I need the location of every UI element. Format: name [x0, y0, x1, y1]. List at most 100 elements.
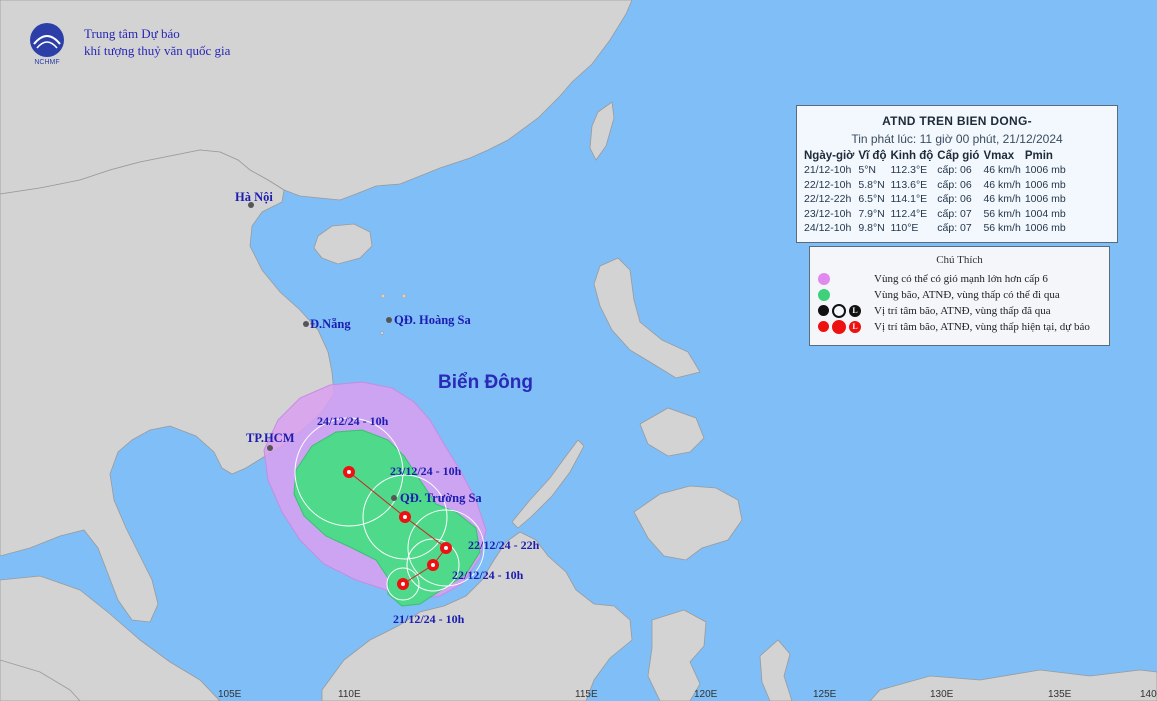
lon-label: 125E: [813, 689, 837, 700]
cell: 46 km/h: [983, 193, 1021, 205]
cell: 114.1°E: [890, 193, 928, 205]
cell: 5°N: [858, 164, 876, 176]
col-header: Cấp gió: [937, 150, 980, 162]
col-header: Vĩ độ: [858, 150, 887, 162]
legend-text: Vùng bão, ATNĐ, vùng thấp có thể đi qua: [874, 288, 1060, 301]
info-title: ATND TREN BIEN DONG-: [882, 114, 1032, 128]
forecast-storm-icon: [818, 321, 829, 332]
lon-label: 140E: [1140, 689, 1157, 700]
cell: 56 km/h: [983, 222, 1021, 234]
land-halmahera: [759, 639, 793, 701]
purple-dot-icon: [818, 272, 830, 285]
forecast-info-box: ATND TREN BIEN DONG- Tin phát lúc: 11 gi…: [796, 105, 1118, 243]
cell: 112.3°E: [890, 164, 928, 176]
track-label-21: 21/12/24 - 10h: [393, 612, 465, 626]
cell: 56 km/h: [983, 207, 1021, 220]
past-low-icon: L: [849, 304, 861, 317]
lon-label: 130E: [930, 689, 954, 700]
lon-label: 105E: [218, 689, 242, 700]
label-hanoi: Hà Nội: [235, 190, 273, 204]
cell: 6.5°N: [858, 193, 885, 205]
label-hoangsa: QĐ. Hoàng Sa: [394, 313, 471, 327]
lon-label: 135E: [1048, 689, 1072, 700]
legend-item-forecast: L Vị trí tâm bão, ATNĐ, vùng thấp hiện t…: [818, 319, 1090, 334]
cell: cấp: 07: [937, 207, 972, 220]
green-dot-icon: [818, 288, 830, 301]
col-header: Vmax: [983, 150, 1015, 162]
lon-label: 115E: [575, 689, 598, 700]
label-hcm: TP.HCM: [246, 431, 295, 445]
svg-text:NCHMF: NCHMF: [34, 59, 59, 66]
cell: 22/12-22h: [804, 193, 852, 205]
legend-title: Chú Thích: [936, 254, 983, 266]
lon-label: 110E: [338, 689, 361, 700]
cell: 7.9°N: [858, 207, 885, 220]
label-sea: Biển Đông: [438, 372, 533, 393]
nchmf-logo-icon: NCHMF: [30, 23, 64, 66]
legend-text: Vùng có thể có gió mạnh lớn hơn cấp 6: [874, 272, 1048, 285]
cell: 46 km/h: [983, 178, 1021, 191]
col-header: Ngày-giờ: [804, 150, 855, 162]
cell: 1004 mb: [1024, 207, 1066, 220]
table-row: 22/12-10h 5.8°N 113.6°E cấp: 06 46 km/h …: [804, 178, 1070, 193]
land-sulawesi: [647, 609, 707, 701]
past-storm-icon: [818, 305, 829, 316]
lon-label: 120E: [694, 689, 718, 700]
cell: 1006 mb: [1024, 178, 1066, 191]
cell: cấp: 06: [937, 193, 972, 205]
table-row: 21/12-10h 5°N 112.3°E cấp: 06 46 km/h 10…: [804, 163, 1070, 178]
cell: 113.6°E: [890, 178, 928, 191]
land-mindanao: [633, 485, 743, 561]
forecast-depression-icon: [832, 319, 846, 334]
cell: cấp: 06: [937, 164, 972, 176]
cell: cấp: 07: [937, 222, 972, 234]
past-depression-icon: [832, 303, 846, 318]
land-new-guinea: [869, 669, 1157, 701]
legend-item-past: L Vị trí tâm bão, ATNĐ, vùng thấp đã qua: [818, 303, 1051, 318]
land-palawan: [511, 439, 585, 529]
legend-text: Vị trí tâm bão, ATNĐ, vùng thấp hiện tại…: [874, 320, 1090, 333]
land-taiwan: [589, 101, 615, 161]
forecast-low-icon: L: [849, 320, 861, 333]
legend-item-zone: Vùng bão, ATNĐ, vùng thấp có thể đi qua: [818, 287, 1060, 302]
track-label-22-10h: 22/12/24 - 10h: [452, 568, 524, 582]
cell: 22/12-10h: [804, 178, 852, 191]
track-label-23: 23/12/24 - 10h: [390, 464, 462, 478]
table-row: 22/12-22h 6.5°N 114.1°E cấp: 06 46 km/h …: [804, 192, 1070, 207]
label-truongsa: QĐ. Trường Sa: [400, 491, 482, 505]
land-hainan: [313, 223, 373, 265]
agency-name-line1: Trung tâm Dự báo: [84, 26, 180, 41]
forecast-table: Ngày-giờ Vĩ độ Kinh độ Cấp gió Vmax Pmin…: [804, 150, 1070, 236]
storm-centers: [343, 466, 452, 590]
land-visayas: [639, 407, 705, 457]
cell: 9.8°N: [858, 222, 885, 234]
agency-name-line2: khí tượng thuỷ văn quốc gia: [84, 43, 231, 58]
land-borneo: [321, 531, 633, 701]
land-sumatra: [0, 659, 81, 701]
table-row: 23/12-10h 7.9°N 112.4°E cấp: 07 56 km/h …: [804, 207, 1070, 222]
legend-item-wind: Vùng có thể có gió mạnh lớn hơn cấp 6: [818, 271, 1048, 286]
col-header: Pmin: [1024, 150, 1053, 162]
legend-text: Vị trí tâm bão, ATNĐ, vùng thấp đã qua: [874, 304, 1051, 317]
cell: 1006 mb: [1024, 222, 1066, 234]
table-row: 24/12-10h 9.8°N 110°E cấp: 07 56 km/h 10…: [804, 221, 1070, 236]
col-header: Kinh độ: [890, 150, 934, 162]
cell: 110°E: [890, 222, 919, 234]
cell: cấp: 06: [937, 178, 972, 191]
cell: 1006 mb: [1024, 193, 1066, 205]
cell: 112.4°E: [890, 207, 928, 220]
land-luzon: [593, 257, 701, 379]
cell: 23/12-10h: [804, 207, 852, 220]
label-danang: Đ.Nẵng: [310, 317, 351, 331]
track-label-22-22h: 22/12/24 - 22h: [468, 538, 540, 552]
land-malaya: [0, 575, 221, 701]
cell: 46 km/h: [983, 164, 1021, 176]
track-label-24: 24/12/24 - 10h: [317, 414, 389, 428]
cell: 1006 mb: [1024, 164, 1066, 176]
legend-box: Chú Thích Vùng có thể có gió mạnh lớn hơ…: [809, 246, 1110, 346]
cell: 24/12-10h: [804, 222, 852, 234]
cell: 21/12-10h: [804, 164, 852, 176]
info-issued-time: Tin phát lúc: 11 giờ 00 phút, 21/12/2024: [851, 132, 1063, 146]
cell: 5.8°N: [858, 178, 885, 191]
table-header-row: Ngày-giờ Vĩ độ Kinh độ Cấp gió Vmax Pmin: [804, 150, 1070, 163]
